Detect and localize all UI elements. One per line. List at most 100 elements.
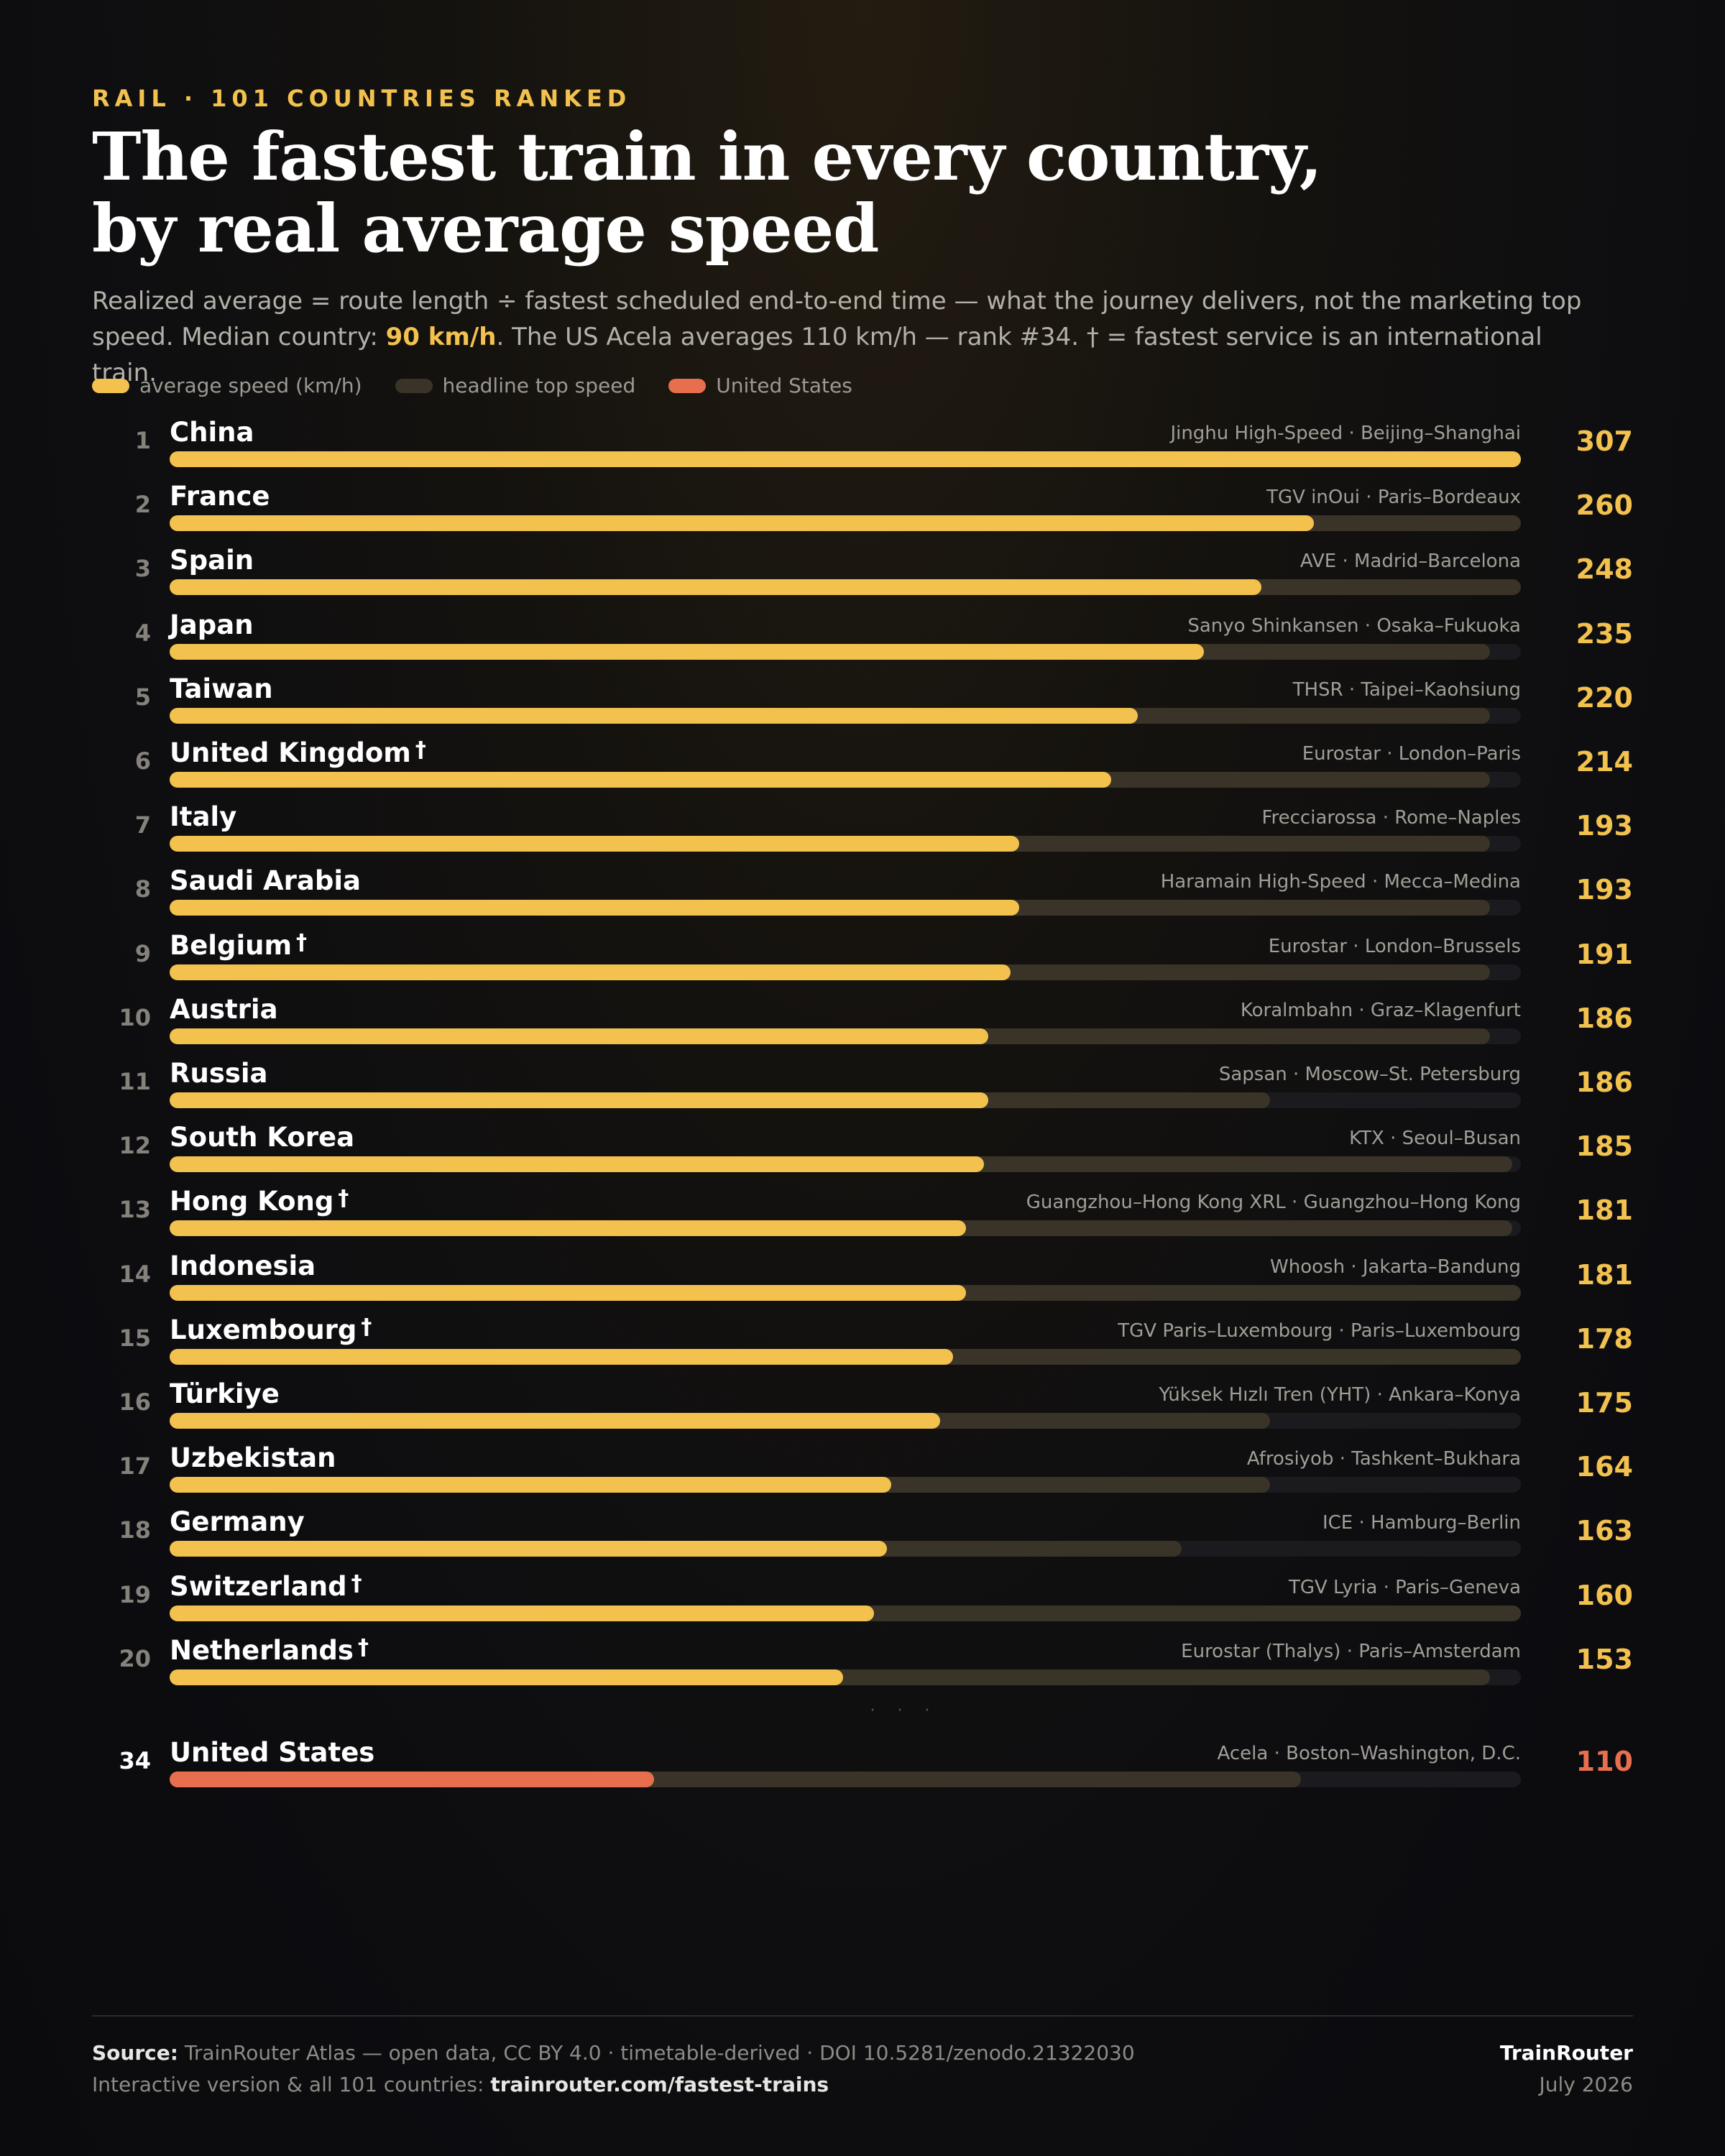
value-label: 191	[1576, 938, 1633, 970]
avg-speed-bar	[170, 515, 1315, 532]
avg-speed-bar	[170, 1413, 940, 1429]
value-label: 186	[1576, 1067, 1633, 1098]
bar-track	[170, 1156, 1521, 1173]
avg-speed-bar	[170, 451, 1521, 467]
bar-track	[170, 1284, 1521, 1301]
country-name: South Korea	[170, 1122, 355, 1153]
avg-speed-bar	[170, 707, 1138, 724]
dagger-mark: †	[351, 1570, 362, 1596]
value-label: 175	[1576, 1387, 1633, 1419]
value-label: 185	[1576, 1130, 1633, 1163]
ellipsis-marker: · · ·	[870, 1702, 939, 1720]
rank-label: 14	[119, 1260, 151, 1288]
rank-label: 12	[119, 1132, 151, 1160]
value-label: 164	[1576, 1451, 1633, 1483]
rank-label: 19	[119, 1580, 151, 1608]
country-name: Italy	[170, 801, 237, 833]
chart-row: 10 Austria Koralmbahn · Graz–Klagenfurt 186	[92, 994, 1633, 1058]
chart-row: 16 Türkiye Yüksek Hızlı Tren (YHT) · Ankar…	[92, 1378, 1633, 1442]
country-label: Hong Kong †	[170, 1186, 349, 1217]
legend: average speed (km/h) headline top speed …	[92, 374, 852, 397]
service-label: KTX · Seoul–Busan	[1349, 1128, 1521, 1150]
service-label: Eurostar · London–Brussels	[1268, 935, 1521, 957]
country-name: Taiwan	[170, 673, 273, 704]
page-title: The fastest train in every country, by r…	[92, 121, 1322, 264]
chart-row: 2 France TGV inOui · Paris–Bordeaux 260	[92, 481, 1633, 545]
value-label: 260	[1576, 489, 1633, 522]
value-label: 307	[1576, 425, 1633, 457]
rank-label: 5	[134, 683, 151, 711]
country-label: Luxembourg †	[170, 1314, 372, 1345]
country-label: Russia	[170, 1058, 268, 1089]
service-label: ICE · Hamburg–Berlin	[1322, 1512, 1521, 1534]
interactive-link[interactable]: trainrouter.com/fastest-trains	[490, 2073, 829, 2096]
brand-logo: TrainRouter	[1500, 2041, 1633, 2065]
service-label: Acela · Boston–Washington, D.C.	[1217, 1743, 1521, 1764]
country-name: Russia	[170, 1058, 268, 1089]
legend-item-top: headline top speed	[395, 374, 635, 397]
country-name: China	[170, 417, 254, 448]
service-label: TGV Paris–Luxembourg · Paris–Luxembourg	[1118, 1319, 1521, 1342]
rank-label: 10	[119, 1003, 151, 1031]
avg-speed-bar	[170, 1284, 967, 1301]
country-label: Spain	[170, 545, 254, 576]
source-label: Source:	[92, 2041, 178, 2065]
bar-track	[170, 1220, 1521, 1237]
country-name: Belgium	[170, 929, 293, 961]
rank-label: 9	[134, 939, 151, 967]
brand-name-a: Train	[1499, 2041, 1557, 2065]
service-label: Afrosiyob · Tashkent–Bukhara	[1246, 1448, 1521, 1470]
country-name: United Kingdom	[170, 737, 411, 768]
chart-row: 20 Netherlands † Eurostar (Thalys) · Paris–…	[92, 1635, 1633, 1699]
interactive-text: Interactive version & all 101 countries:	[92, 2073, 491, 2096]
service-label: Sapsan · Moscow–St. Petersburg	[1218, 1064, 1521, 1085]
us-row: 34 United States Acela · Boston–Washington…	[92, 1737, 1633, 1801]
country-label: Taiwan	[170, 673, 273, 704]
value-label: 178	[1576, 1322, 1633, 1355]
footer-divider	[92, 2015, 1633, 2017]
country-label: Uzbekistan	[170, 1442, 336, 1473]
median-highlight: 90 km/h	[385, 323, 497, 351]
country-label: United States	[170, 1737, 374, 1768]
bar-track	[170, 515, 1521, 532]
chart-row: 18 Germany ICE · Hamburg–Berlin 163	[92, 1506, 1633, 1570]
avg-speed-bar	[170, 1477, 892, 1493]
service-label: Whoosh · Jakarta–Bandung	[1270, 1256, 1521, 1278]
bar-track	[170, 1028, 1521, 1044]
country-label: China	[170, 417, 254, 448]
title-line-2: by real average speed	[92, 190, 879, 267]
chart-row: 13 Hong Kong † Guangzhou–Hong Kong XRL · Gu…	[92, 1186, 1633, 1250]
avg-speed-bar	[170, 1156, 984, 1173]
bar-track	[170, 772, 1521, 788]
country-label: Japan	[170, 609, 254, 640]
service-label: Haramain High-Speed · Mecca–Medina	[1160, 871, 1521, 893]
bar-track	[170, 1605, 1521, 1621]
chart-row: 14 Indonesia Whoosh · Jakarta–Bandung 181	[92, 1250, 1633, 1314]
country-label: Belgium †	[170, 930, 307, 961]
avg-speed-bar	[170, 1028, 989, 1044]
legend-item-average: average speed (km/h)	[92, 374, 362, 397]
avg-speed-bar	[170, 836, 1019, 852]
service-label: THSR · Taipei–Kaohsiung	[1292, 678, 1521, 701]
rank-label: 2	[134, 491, 151, 519]
value-label: 163	[1576, 1515, 1633, 1547]
rank-label: 1	[134, 427, 151, 454]
brand-name-b: Router	[1556, 2041, 1633, 2065]
chart-row: 15 Luxembourg † TGV Paris–Luxembourg · Pari…	[92, 1314, 1633, 1378]
bar-track	[170, 836, 1521, 852]
value-label: 153	[1576, 1643, 1633, 1675]
chart-row: 7 Italy Frecciarossa · Rome–Naples 193	[92, 801, 1633, 865]
country-label: France	[170, 481, 270, 512]
chart-row: 6 United Kingdom † Eurostar · London–Paris 2…	[92, 737, 1633, 801]
avg-speed-bar	[170, 900, 1019, 916]
bar-track	[170, 579, 1521, 596]
bar-track	[170, 1772, 1521, 1787]
country-label: United Kingdom †	[170, 737, 426, 768]
legend-swatch-us	[668, 378, 707, 393]
rank-label: 13	[119, 1196, 151, 1224]
chart-row: 3 Spain AVE · Madrid–Barcelona 248	[92, 545, 1633, 609]
country-name: Netherlands	[170, 1634, 354, 1666]
country-name: France	[170, 481, 270, 512]
country-label: Saudi Arabia	[170, 865, 361, 896]
country-label: Türkiye	[170, 1378, 280, 1409]
